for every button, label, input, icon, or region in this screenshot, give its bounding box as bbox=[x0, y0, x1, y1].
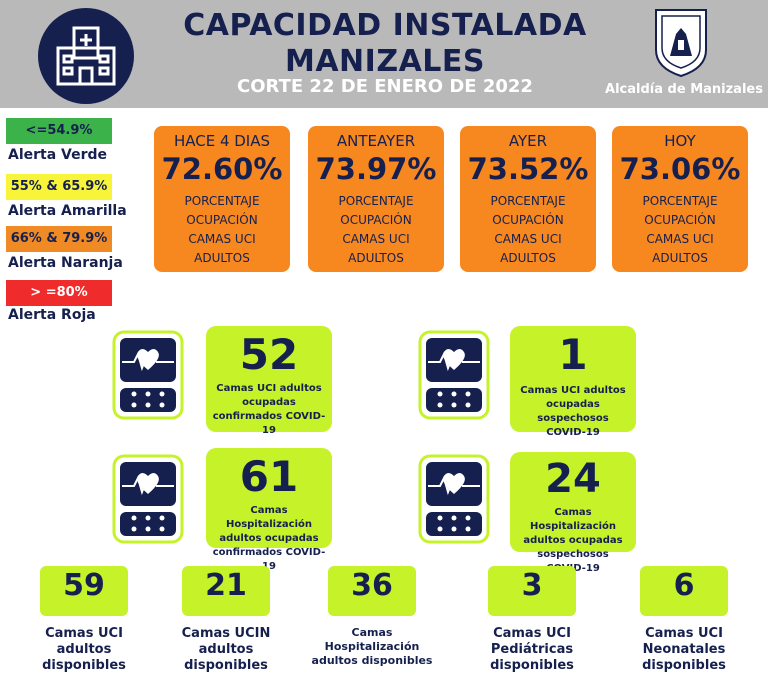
available-uci-adultos-label: Camas UCI adultos disponibles bbox=[42, 626, 126, 673]
stat-desc: Camas Hospitalización adultos ocupadas c… bbox=[212, 505, 326, 572]
stat-value: 24 bbox=[545, 456, 601, 502]
legend-orange-label: Alerta Naranja bbox=[8, 255, 123, 271]
heart-monitor-icon bbox=[418, 330, 490, 420]
available-ucin-adultos-label: Camas UCIN adultos disponibles bbox=[181, 626, 271, 673]
org-name: Alcaldía de Manizales bbox=[605, 82, 763, 97]
day-desc: PORCENTAJE OCUPACIÓN CAMAS UCI ADULTOS bbox=[338, 194, 414, 265]
stat-card-hosp-suspected: 24 Camas Hospitalización adultos ocupada… bbox=[510, 452, 636, 574]
day-title: HOY bbox=[664, 132, 696, 150]
available-hosp-adultos-card: 36 bbox=[328, 566, 416, 616]
day-desc: PORCENTAJE OCUPACIÓN CAMAS UCI ADULTOS bbox=[490, 194, 566, 265]
day-card-anteayer: ANTEAYER 73.97% PORCENTAJE OCUPACIÓN CAM… bbox=[308, 126, 444, 272]
stat-value: 61 bbox=[239, 452, 299, 501]
available-uci-pediatricas-card: 3 bbox=[488, 566, 576, 616]
day-value: 73.06% bbox=[619, 152, 741, 186]
legend-orange-range: 66% & 79.9% bbox=[6, 226, 112, 252]
header-banner: CAPACIDAD INSTALADA MANIZALES CORTE 22 D… bbox=[0, 0, 768, 108]
available-uci-neonatales-card: 6 bbox=[640, 566, 728, 616]
legend-yellow-range: 55% & 65.9% bbox=[6, 174, 112, 200]
heart-monitor-icon bbox=[418, 454, 490, 544]
available-uci-adultos-card: 59 bbox=[40, 566, 128, 616]
day-card-ayer: AYER 73.52% PORCENTAJE OCUPACIÓN CAMAS U… bbox=[460, 126, 596, 272]
available-value: 36 bbox=[351, 568, 393, 603]
available-ucin-adultos-card: 21 bbox=[182, 566, 270, 616]
stat-card-uci-suspected: 1 Camas UCI adultos ocupadas sospechosos… bbox=[510, 326, 636, 438]
stat-desc: Camas UCI adultos ocupadas sospechosos C… bbox=[520, 385, 626, 438]
page-title: CAPACIDAD INSTALADA bbox=[183, 8, 587, 43]
available-value: 6 bbox=[673, 568, 695, 603]
day-value: 73.97% bbox=[315, 152, 437, 186]
day-desc: PORCENTAJE OCUPACIÓN CAMAS UCI ADULTOS bbox=[642, 194, 718, 265]
available-hosp-adultos-label: Camas Hospitalización adultos disponible… bbox=[311, 626, 433, 667]
legend-red-label: Alerta Roja bbox=[8, 307, 96, 323]
cutoff-date: CORTE 22 DE ENERO DE 2022 bbox=[237, 76, 533, 97]
stat-value: 52 bbox=[239, 330, 299, 379]
available-uci-pediatricas-label: Camas UCI Pediátricas disponibles bbox=[490, 626, 574, 673]
day-value: 73.52% bbox=[467, 152, 589, 186]
day-card-4-days-ago: HACE 4 DIAS 72.60% PORCENTAJE OCUPACIÓN … bbox=[154, 126, 290, 272]
available-uci-neonatales-label: Camas UCI Neonatales disponibles bbox=[642, 626, 726, 673]
city-shield-icon bbox=[655, 9, 707, 78]
legend-yellow-label: Alerta Amarilla bbox=[8, 203, 127, 219]
legend-green-label: Alerta Verde bbox=[8, 147, 108, 163]
day-card-hoy: HOY 73.06% PORCENTAJE OCUPACIÓN CAMAS UC… bbox=[612, 126, 748, 272]
day-value: 72.60% bbox=[161, 152, 283, 186]
day-title: ANTEAYER bbox=[336, 132, 416, 150]
day-title: AYER bbox=[508, 132, 548, 150]
stat-card-uci-confirmed: 52 Camas UCI adultos ocupadas confirmado… bbox=[206, 326, 332, 436]
legend-green-range: <=54.9% bbox=[6, 118, 112, 144]
page-title-city: MANIZALES bbox=[284, 44, 486, 79]
stat-card-hosp-confirmed: 61 Camas Hospitalización adultos ocupada… bbox=[206, 448, 332, 572]
stat-desc: Camas UCI adultos ocupadas confirmados C… bbox=[212, 383, 326, 436]
day-title: HACE 4 DIAS bbox=[173, 132, 271, 150]
available-value: 59 bbox=[63, 568, 105, 603]
available-value: 3 bbox=[521, 568, 543, 603]
available-value: 21 bbox=[205, 568, 247, 603]
heart-monitor-icon bbox=[112, 454, 184, 544]
day-desc: PORCENTAJE OCUPACIÓN CAMAS UCI ADULTOS bbox=[184, 194, 260, 265]
stat-value: 1 bbox=[558, 330, 588, 379]
hospital-icon bbox=[38, 8, 134, 104]
heart-monitor-icon bbox=[112, 330, 184, 420]
legend-red-range: > =80% bbox=[6, 280, 112, 306]
